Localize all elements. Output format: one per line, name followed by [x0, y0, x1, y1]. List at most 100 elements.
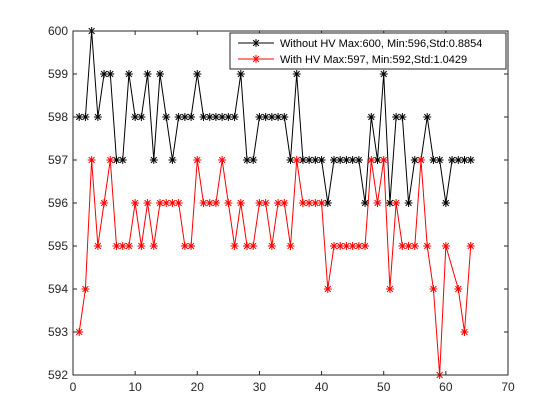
data-point	[298, 199, 307, 207]
data-point	[112, 242, 121, 250]
data-point	[81, 113, 90, 121]
y-tick-label: 600	[48, 24, 68, 38]
data-point	[336, 242, 345, 250]
data-point	[156, 199, 164, 207]
data-point	[466, 156, 475, 164]
data-point	[249, 242, 258, 250]
data-point	[280, 199, 289, 207]
y-tick-label: 596	[48, 196, 68, 210]
data-point	[131, 199, 140, 207]
data-point	[367, 113, 376, 121]
data-point	[417, 156, 425, 164]
data-point	[100, 199, 109, 207]
data-point	[267, 242, 276, 250]
data-point	[392, 199, 401, 207]
data-point	[249, 156, 258, 164]
data-point	[361, 242, 370, 250]
data-point	[280, 113, 289, 121]
data-point	[379, 156, 388, 164]
data-point	[143, 199, 152, 207]
x-tick-label: 50	[377, 380, 391, 394]
data-point	[124, 70, 133, 78]
data-point	[230, 113, 239, 121]
data-point	[193, 156, 202, 164]
data-point	[429, 285, 438, 293]
series-2	[75, 156, 475, 379]
data-point	[236, 199, 245, 207]
data-point	[218, 156, 227, 164]
data-point	[187, 242, 196, 250]
data-point	[404, 199, 413, 207]
data-point	[385, 285, 394, 293]
data-point	[261, 199, 270, 207]
data-point	[354, 242, 363, 250]
data-point	[106, 70, 115, 78]
data-point	[224, 199, 233, 207]
data-point	[311, 156, 320, 164]
data-point	[441, 242, 450, 250]
data-point	[361, 199, 370, 207]
data-point	[342, 156, 351, 164]
data-point	[423, 113, 432, 121]
data-point	[348, 242, 357, 250]
legend-entry-2: With HV Max:597, Min:592,Std:1.0429	[238, 54, 467, 66]
data-point	[100, 70, 109, 78]
data-point	[317, 156, 326, 164]
data-point	[267, 113, 276, 121]
data-point	[373, 199, 382, 207]
x-tick-label: 70	[501, 380, 515, 394]
series-1	[75, 27, 475, 207]
data-point	[137, 113, 146, 121]
data-point	[149, 242, 158, 250]
data-point	[286, 242, 295, 250]
data-point	[174, 199, 183, 207]
y-tick-label: 598	[48, 110, 68, 124]
x-tick-label: 10	[128, 380, 142, 394]
data-point	[168, 156, 177, 164]
data-point	[187, 113, 196, 121]
data-point	[236, 70, 245, 78]
x-tick-label: 60	[439, 380, 453, 394]
data-point	[423, 242, 432, 250]
y-tick-label: 595	[48, 239, 68, 253]
data-point	[354, 156, 363, 164]
data-point	[466, 242, 475, 250]
data-point	[323, 285, 332, 293]
data-point	[317, 199, 326, 207]
x-tick-label: 30	[253, 380, 267, 394]
data-point	[398, 113, 407, 121]
data-point	[137, 242, 146, 250]
ticks-layer: 0 10 20 30 40 50 60 70 592 593 594 595 596 597 598 599 6…	[48, 24, 515, 394]
x-tick-label: 20	[191, 380, 205, 394]
data-point	[230, 242, 239, 250]
data-point	[379, 70, 388, 78]
data-point	[193, 70, 202, 78]
legend-marker	[252, 55, 260, 63]
x-tick-label: 0	[70, 380, 77, 394]
data-point	[274, 199, 283, 207]
data-point	[454, 285, 463, 293]
data-point	[211, 199, 220, 207]
data-point	[367, 156, 376, 164]
y-tick-label: 597	[48, 153, 68, 167]
data-point	[292, 156, 301, 164]
data-point	[124, 242, 133, 250]
legend: Without HV Max:600, Min:596,Std:0.8854 Wi…	[229, 32, 507, 70]
data-point	[149, 156, 158, 164]
legend-marker	[252, 39, 260, 47]
legend-entry-1: Without HV Max:600, Min:596,Std:0.8854	[238, 38, 482, 50]
data-point	[323, 199, 332, 207]
data-point	[292, 70, 301, 78]
data-point	[87, 156, 96, 164]
data-point	[441, 199, 450, 207]
data-point	[460, 328, 469, 336]
legend-box	[229, 32, 507, 70]
data-point	[156, 70, 164, 78]
data-point	[435, 156, 444, 164]
data-point	[118, 156, 127, 164]
legend-label: With HV Max:597, Min:592,Std:1.0429	[280, 54, 467, 66]
y-tick-label: 593	[48, 325, 68, 339]
data-point	[81, 285, 90, 293]
data-point	[410, 242, 419, 250]
